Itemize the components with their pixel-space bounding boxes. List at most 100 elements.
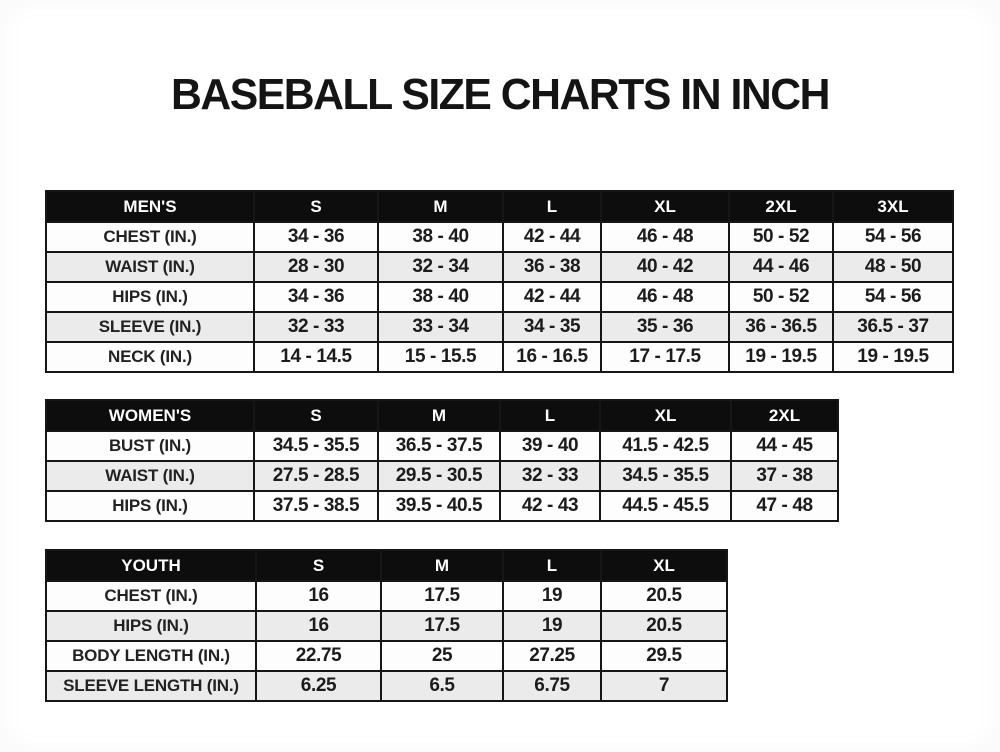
size-value-cell: 44.5 - 45.5 bbox=[599, 490, 732, 522]
size-value-cell: 32 - 34 bbox=[377, 251, 504, 283]
size-value-cell: 35 - 36 bbox=[600, 311, 730, 343]
size-value-cell: 19 bbox=[502, 610, 602, 642]
size-value-cell: 17.5 bbox=[380, 580, 504, 612]
youth-header-row: YOUTH S M L XL bbox=[45, 549, 728, 582]
mens-size-column-header: 2XL bbox=[728, 190, 834, 223]
row-label: CHEST (IN.) bbox=[45, 221, 255, 253]
size-value-cell: 48 - 50 bbox=[832, 251, 954, 283]
size-value-cell: 6.25 bbox=[255, 670, 382, 702]
mens-header-row: MEN'S S M L XL 2XL 3XL bbox=[45, 190, 954, 223]
size-value-cell: 32 - 33 bbox=[253, 311, 379, 343]
size-value-cell: 7 bbox=[600, 670, 728, 702]
page-title: BASEBALL SIZE CHARTS IN INCH bbox=[171, 70, 830, 119]
size-value-cell: 50 - 52 bbox=[728, 221, 834, 253]
mens-table-grid: MEN'S S M L XL 2XL 3XL CHEST (IN.) 34 - 36 38 - 4… bbox=[45, 190, 954, 373]
size-value-cell: 16 - 16.5 bbox=[502, 341, 602, 373]
youth-measurement-row: HIPS (IN.) 16 17.5 19 20.5 bbox=[45, 610, 728, 642]
youth-size-column-header: S bbox=[255, 549, 382, 582]
mens-size-column-header: XL bbox=[600, 190, 730, 223]
womens-measurement-row: HIPS (IN.) 37.5 - 38.5 39.5 - 40.5 42 - 43 4… bbox=[45, 490, 839, 522]
size-value-cell: 46 - 48 bbox=[600, 221, 730, 253]
row-label: CHEST (IN.) bbox=[45, 580, 257, 612]
size-value-cell: 19 bbox=[502, 580, 602, 612]
size-value-cell: 38 - 40 bbox=[377, 221, 504, 253]
size-value-cell: 36 - 36.5 bbox=[728, 311, 834, 343]
youth-size-column-header: L bbox=[502, 549, 602, 582]
womens-size-column-header: XL bbox=[599, 399, 732, 432]
size-value-cell: 34 - 36 bbox=[253, 221, 379, 253]
youth-table-grid: YOUTH S M L XL CHEST (IN.) 16 17.5 19 20.5 HIPS (I… bbox=[45, 549, 728, 702]
size-value-cell: 44 - 46 bbox=[728, 251, 834, 283]
size-value-cell: 54 - 56 bbox=[832, 221, 954, 253]
size-value-cell: 47 - 48 bbox=[730, 490, 839, 522]
size-value-cell: 36.5 - 37.5 bbox=[377, 430, 501, 462]
youth-size-table: YOUTH S M L XL CHEST (IN.) 16 17.5 19 20.5 HIPS (I… bbox=[45, 549, 728, 702]
size-value-cell: 42 - 44 bbox=[502, 281, 602, 313]
size-value-cell: 29.5 - 30.5 bbox=[377, 460, 501, 492]
size-value-cell: 32 - 33 bbox=[499, 460, 601, 492]
size-value-cell: 34.5 - 35.5 bbox=[599, 460, 732, 492]
mens-measurement-row: CHEST (IN.) 34 - 36 38 - 40 42 - 44 46 - 48 5… bbox=[45, 221, 954, 253]
size-value-cell: 19 - 19.5 bbox=[832, 341, 954, 373]
size-value-cell: 42 - 43 bbox=[499, 490, 601, 522]
size-value-cell: 54 - 56 bbox=[832, 281, 954, 313]
row-label: HIPS (IN.) bbox=[45, 490, 255, 522]
size-value-cell: 20.5 bbox=[600, 610, 728, 642]
womens-measurement-row: BUST (IN.) 34.5 - 35.5 36.5 - 37.5 39 - 40 4… bbox=[45, 430, 839, 462]
row-label: NECK (IN.) bbox=[45, 341, 255, 373]
size-value-cell: 17 - 17.5 bbox=[600, 341, 730, 373]
size-value-cell: 17.5 bbox=[380, 610, 504, 642]
row-label: HIPS (IN.) bbox=[45, 281, 255, 313]
mens-size-column-header: L bbox=[502, 190, 602, 223]
womens-group-label: WOMEN'S bbox=[45, 399, 255, 432]
size-value-cell: 39.5 - 40.5 bbox=[377, 490, 501, 522]
mens-measurement-row: HIPS (IN.) 34 - 36 38 - 40 42 - 44 46 - 48 50… bbox=[45, 281, 954, 313]
mens-group-label: MEN'S bbox=[45, 190, 255, 223]
size-value-cell: 22.75 bbox=[255, 640, 382, 672]
row-label: HIPS (IN.) bbox=[45, 610, 257, 642]
mens-size-column-header: S bbox=[253, 190, 379, 223]
size-value-cell: 33 - 34 bbox=[377, 311, 504, 343]
size-value-cell: 37 - 38 bbox=[730, 460, 839, 492]
mens-size-column-header: M bbox=[377, 190, 504, 223]
mens-size-table: MEN'S S M L XL 2XL 3XL CHEST (IN.) 34 - 36 38 - 4… bbox=[45, 190, 954, 373]
row-label: WAIST (IN.) bbox=[45, 460, 255, 492]
size-value-cell: 29.5 bbox=[600, 640, 728, 672]
size-value-cell: 40 - 42 bbox=[600, 251, 730, 283]
size-value-cell: 36.5 - 37 bbox=[832, 311, 954, 343]
size-value-cell: 16 bbox=[255, 580, 382, 612]
size-value-cell: 50 - 52 bbox=[728, 281, 834, 313]
womens-size-column-header: S bbox=[253, 399, 379, 432]
size-value-cell: 38 - 40 bbox=[377, 281, 504, 313]
size-value-cell: 34 - 36 bbox=[253, 281, 379, 313]
size-value-cell: 6.5 bbox=[380, 670, 504, 702]
size-value-cell: 37.5 - 38.5 bbox=[253, 490, 379, 522]
row-label: WAIST (IN.) bbox=[45, 251, 255, 283]
size-value-cell: 44 - 45 bbox=[730, 430, 839, 462]
size-value-cell: 46 - 48 bbox=[600, 281, 730, 313]
youth-measurement-row: SLEEVE LENGTH (IN.) 6.25 6.5 6.75 7 bbox=[45, 670, 728, 702]
womens-header-row: WOMEN'S S M L XL 2XL bbox=[45, 399, 839, 432]
womens-measurement-row: WAIST (IN.) 27.5 - 28.5 29.5 - 30.5 32 - 33… bbox=[45, 460, 839, 492]
mens-size-column-header: 3XL bbox=[832, 190, 954, 223]
size-value-cell: 27.5 - 28.5 bbox=[253, 460, 379, 492]
size-value-cell: 34 - 35 bbox=[502, 311, 602, 343]
mens-measurement-row: SLEEVE (IN.) 32 - 33 33 - 34 34 - 35 35 - 36… bbox=[45, 311, 954, 343]
size-value-cell: 19 - 19.5 bbox=[728, 341, 834, 373]
womens-size-column-header: 2XL bbox=[730, 399, 839, 432]
size-value-cell: 28 - 30 bbox=[253, 251, 379, 283]
size-value-cell: 42 - 44 bbox=[502, 221, 602, 253]
size-value-cell: 6.75 bbox=[502, 670, 602, 702]
size-value-cell: 41.5 - 42.5 bbox=[599, 430, 732, 462]
youth-measurement-row: BODY LENGTH (IN.) 22.75 25 27.25 29.5 bbox=[45, 640, 728, 672]
womens-size-table: WOMEN'S S M L XL 2XL BUST (IN.) 34.5 - 35.5 36.5… bbox=[45, 399, 839, 522]
womens-size-column-header: L bbox=[499, 399, 601, 432]
youth-size-column-header: XL bbox=[600, 549, 728, 582]
size-value-cell: 25 bbox=[380, 640, 504, 672]
size-value-cell: 15 - 15.5 bbox=[377, 341, 504, 373]
youth-group-label: YOUTH bbox=[45, 549, 257, 582]
mens-measurement-row: NECK (IN.) 14 - 14.5 15 - 15.5 16 - 16.5 17 … bbox=[45, 341, 954, 373]
youth-size-column-header: M bbox=[380, 549, 504, 582]
size-value-cell: 39 - 40 bbox=[499, 430, 601, 462]
row-label: BUST (IN.) bbox=[45, 430, 255, 462]
